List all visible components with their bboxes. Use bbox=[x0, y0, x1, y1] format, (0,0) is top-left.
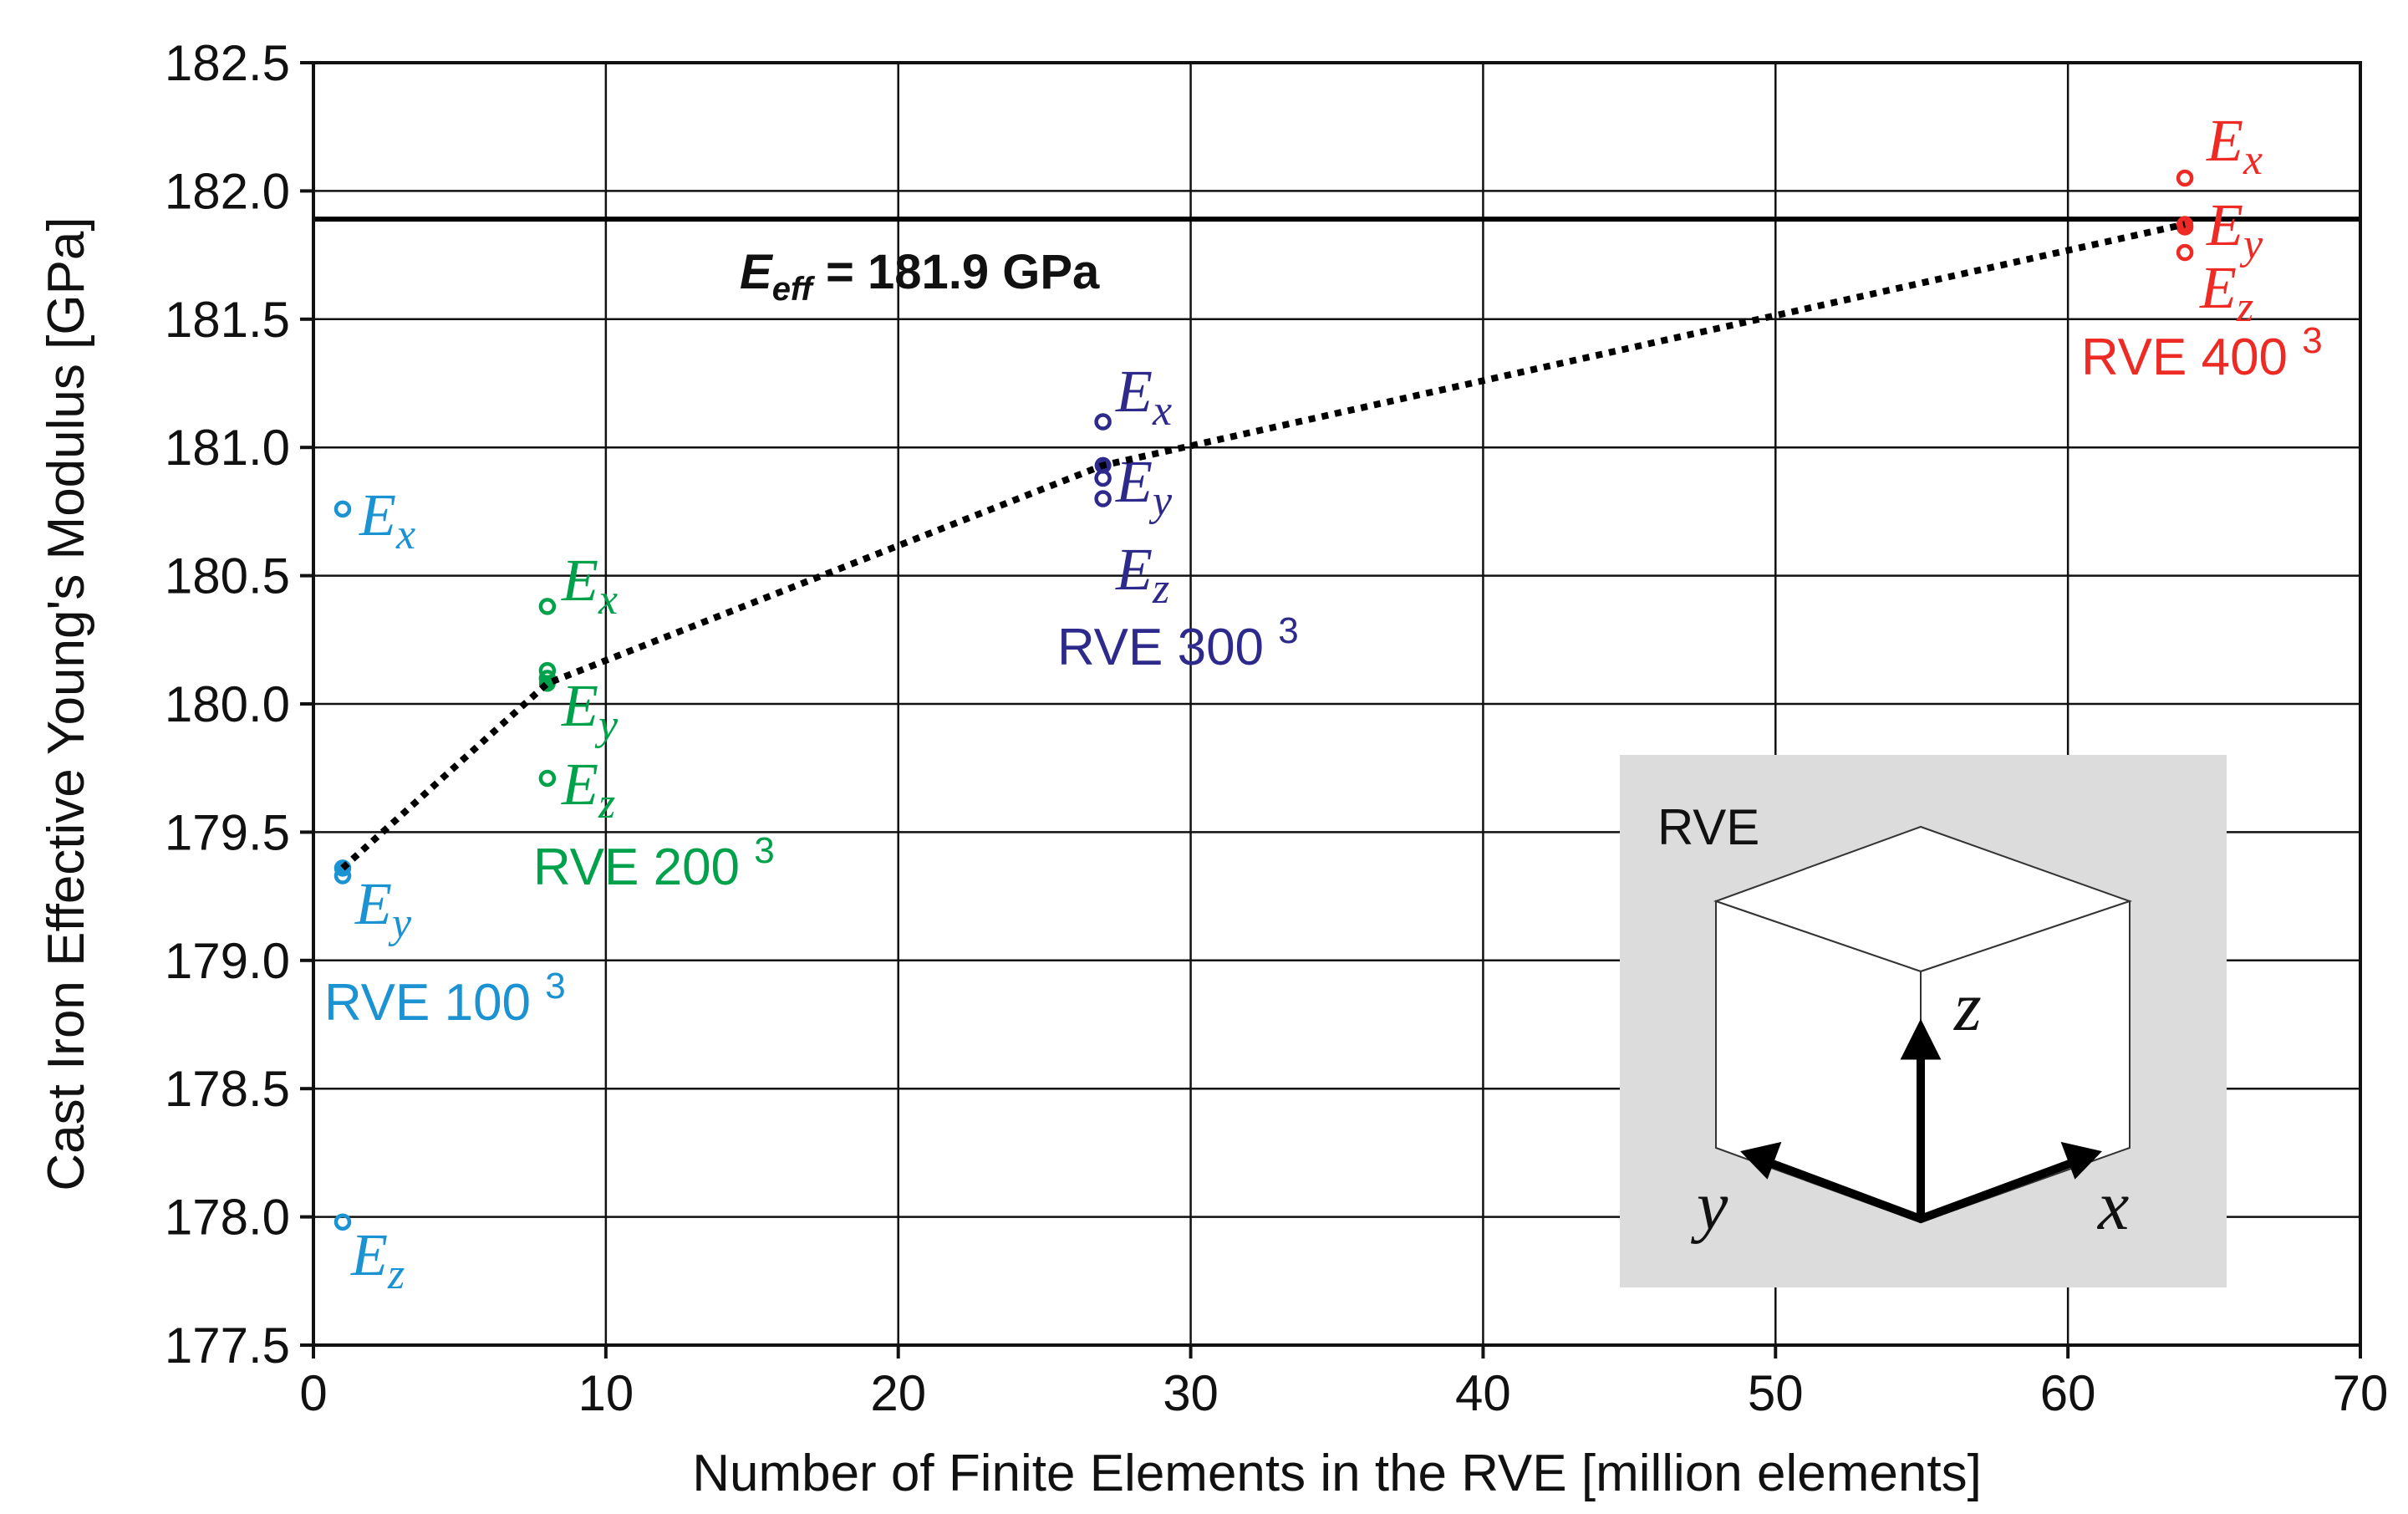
point-rve-300-Ex-0 bbox=[1094, 413, 1112, 431]
x-tick-label-0: 0 bbox=[299, 1365, 327, 1421]
label-Ey-4: Ey bbox=[2206, 191, 2263, 268]
x-tick-label-20: 20 bbox=[870, 1365, 926, 1421]
inset-axis-z-label: z bbox=[1953, 968, 1982, 1046]
label-Ez-4: Ez bbox=[2199, 254, 2253, 331]
inset-title: RVE bbox=[1657, 799, 1759, 855]
point-rve-400-Ez-2 bbox=[2176, 243, 2194, 262]
point-rve-200-Ex-0 bbox=[538, 598, 557, 615]
y-axis-label: Cast Iron Effective Young's Modulus [GPa… bbox=[38, 217, 95, 1190]
label-Ey-3: Ey bbox=[1115, 448, 1173, 525]
x-tick-label-30: 30 bbox=[1163, 1365, 1219, 1421]
y-tick-label-182.0: 182.0 bbox=[165, 163, 290, 219]
x-arrowhead bbox=[2060, 1141, 2102, 1180]
x-tick-label-60: 60 bbox=[2040, 1365, 2096, 1421]
series-label-4: RVE 400 3 bbox=[2081, 320, 2323, 386]
inset-axis-x-label: x bbox=[2096, 1167, 2129, 1245]
label-Ez-2: Ez bbox=[561, 751, 615, 828]
point-rve-100-Ez-3 bbox=[333, 1213, 352, 1231]
y-tick-label-180.5: 180.5 bbox=[165, 548, 290, 604]
x-tick-label-10: 10 bbox=[578, 1365, 634, 1421]
point-rve-100-Ex-0 bbox=[333, 500, 352, 518]
label-Ex-1: Ex bbox=[359, 482, 415, 558]
y-arrowhead bbox=[1740, 1141, 1782, 1180]
reference-line-group: Eeff = 181.9 GPa bbox=[313, 217, 2360, 308]
x-tick-label-40: 40 bbox=[1455, 1365, 1511, 1421]
x-tick-label-70: 70 bbox=[2333, 1365, 2389, 1421]
label-Ex-4: Ex bbox=[2206, 107, 2263, 184]
label-Ez-1: Ez bbox=[350, 1221, 405, 1298]
trend-line bbox=[340, 221, 2186, 871]
y-axis-shaft bbox=[1753, 1154, 1925, 1223]
z-arrowhead bbox=[1900, 1018, 1942, 1060]
inset-axis-y-label: y bbox=[1690, 1167, 1728, 1245]
rve-inset: RVE z x y bbox=[1620, 755, 2227, 1287]
series-1: Ex Ey Ez RVE 100 3 bbox=[324, 482, 566, 1298]
point-rve-200-Ez-3 bbox=[538, 769, 557, 788]
trend-line-group bbox=[340, 221, 2186, 871]
y-tick-label-181.5: 181.5 bbox=[165, 292, 290, 348]
y-tick-label-179.5: 179.5 bbox=[165, 804, 290, 860]
label-Ey-1: Ey bbox=[354, 870, 412, 947]
label-Ex-2: Ex bbox=[561, 547, 618, 624]
series-label-1: RVE 100 3 bbox=[324, 966, 566, 1032]
y-tick-label-181.0: 181.0 bbox=[165, 420, 290, 476]
y-tick-label-182.5: 182.5 bbox=[165, 35, 290, 91]
x-tick-label-50: 50 bbox=[1748, 1365, 1804, 1421]
series-label-2: RVE 200 3 bbox=[533, 830, 775, 896]
label-Ez-3: Ez bbox=[1115, 536, 1169, 613]
x-axis-label: Number of Finite Elements in the RVE [mi… bbox=[692, 1445, 1982, 1502]
point-rve-300-Ez-2 bbox=[1094, 490, 1112, 507]
y-tick-label-177.5: 177.5 bbox=[165, 1318, 290, 1374]
axes: 0 10 20 30 40 50 60 70 177.5 178.0 178.5 179.0 179.5… bbox=[38, 35, 2388, 1502]
label-Ex-3: Ex bbox=[1115, 358, 1172, 435]
point-rve-400-Ex-0 bbox=[2176, 169, 2194, 187]
y-tick-label-180.0: 180.0 bbox=[165, 676, 290, 732]
inset-axes bbox=[1753, 1037, 2090, 1223]
reference-label: Eeff = 181.9 GPa bbox=[740, 245, 1100, 308]
y-tick-label-178.5: 178.5 bbox=[165, 1061, 290, 1117]
x-axis-shaft bbox=[1917, 1154, 2090, 1223]
label-Ey-2: Ey bbox=[561, 672, 619, 749]
series-label-3: RVE 300 3 bbox=[1057, 610, 1299, 676]
y-tick-label-178.0: 178.0 bbox=[165, 1190, 290, 1246]
y-tick-label-179.0: 179.0 bbox=[165, 933, 290, 989]
